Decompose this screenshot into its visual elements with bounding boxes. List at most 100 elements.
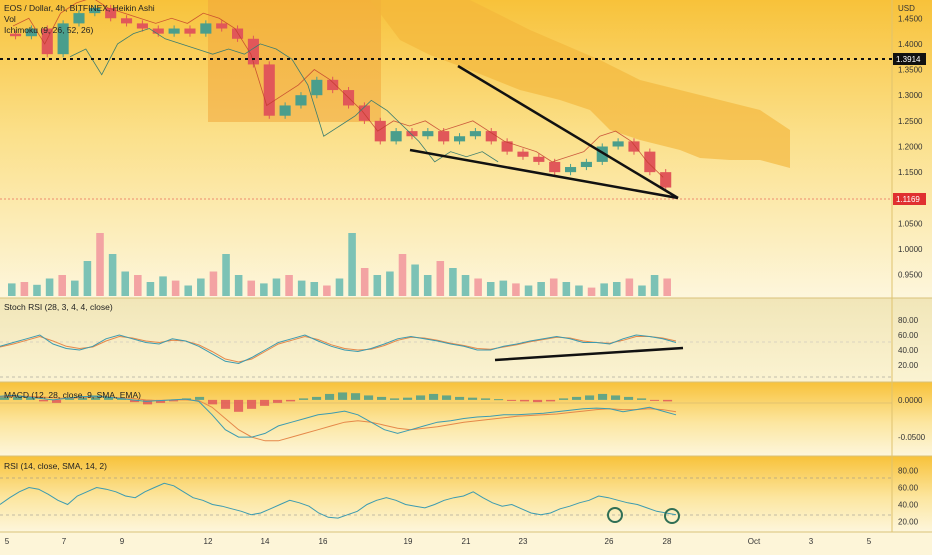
volume-bar xyxy=(159,276,167,296)
volume-bar xyxy=(449,268,457,296)
date-tick-label: 16 xyxy=(319,537,328,546)
stoch-tick-label: 20.00 xyxy=(898,361,919,370)
volume-bar xyxy=(436,261,445,296)
rsi-tick-label: 40.00 xyxy=(898,501,919,510)
candle-body xyxy=(390,131,402,142)
candle-body xyxy=(105,8,117,19)
candle-body xyxy=(580,161,592,168)
candle-body xyxy=(168,28,180,34)
candle-body xyxy=(612,141,624,147)
volume-bar xyxy=(134,275,142,296)
price-tick-label: 1.3500 xyxy=(898,66,923,75)
stoch-tick-label: 40.00 xyxy=(898,346,919,355)
macd-histogram-bar xyxy=(364,395,374,400)
candle-body xyxy=(247,38,259,65)
ichimoku-base-line xyxy=(12,0,664,178)
candle-body xyxy=(406,131,418,137)
price-tick-label: 1.3000 xyxy=(898,91,923,100)
volume-bar xyxy=(121,271,129,296)
macd-series xyxy=(0,392,677,442)
stoch-trendline[interactable] xyxy=(494,346,684,362)
volume-bar xyxy=(20,282,29,296)
volume-bar xyxy=(612,282,621,296)
rsi-tick-label: 60.00 xyxy=(898,484,919,493)
candle-body xyxy=(358,105,370,121)
volume-bar xyxy=(285,275,293,296)
volume-bar xyxy=(171,280,180,296)
volume-bar xyxy=(146,282,155,296)
macd-line xyxy=(0,394,677,438)
macd-histogram-bar xyxy=(156,399,166,403)
macd-histogram-bar xyxy=(377,396,387,400)
date-tick-label: 19 xyxy=(404,537,413,546)
price-series xyxy=(10,0,672,191)
macd-histogram-bar xyxy=(260,399,270,406)
macd-histogram-bar xyxy=(273,399,283,403)
candle-body xyxy=(25,28,37,37)
price-tick-label: 1.2500 xyxy=(898,117,923,126)
volume-bar xyxy=(260,283,268,296)
date-tick-label: 21 xyxy=(462,537,471,546)
macd-histogram-bar xyxy=(429,393,439,400)
macd-histogram-bar xyxy=(234,399,244,412)
candle-body xyxy=(10,33,22,37)
volume-bar xyxy=(234,275,243,296)
wedge-lower-line[interactable] xyxy=(409,148,679,200)
macd-histogram-bar xyxy=(416,395,426,400)
candle-body xyxy=(216,23,228,29)
candle-body xyxy=(89,8,101,14)
macd-histogram-bar xyxy=(195,396,205,400)
candle-body xyxy=(295,95,307,106)
macd-histogram-bar xyxy=(39,399,49,402)
macd-label: MACD (12, 28, close, 9, SMA, EMA) xyxy=(4,390,141,400)
macd-tick-label: 0.0000 xyxy=(898,396,923,405)
volume-bar xyxy=(386,271,394,296)
macd-histogram-bar xyxy=(546,399,556,402)
macd-histogram-bar xyxy=(520,399,530,402)
volume-bar xyxy=(71,280,79,296)
candle-body xyxy=(327,79,339,91)
volume-series xyxy=(8,233,671,296)
wedge-upper-line[interactable] xyxy=(457,64,679,200)
volume-bar xyxy=(537,282,545,296)
candle-body xyxy=(184,28,196,34)
volume-bar xyxy=(108,254,117,296)
date-axis-ticks: 5 7 9 12 14 16 19 21 23 26 28 Oct 3 5 xyxy=(5,537,872,546)
stoch-label: Stoch RSI (28, 3, 4, 4, close) xyxy=(4,302,113,312)
volume-bar xyxy=(348,233,356,296)
stoch-pane-bg xyxy=(0,298,932,382)
volume-bar xyxy=(360,268,369,296)
volume-bar xyxy=(58,275,66,296)
candle-body xyxy=(628,141,640,152)
currency-label: USD xyxy=(898,4,915,13)
ichimoku-lagging-line xyxy=(69,28,499,163)
volume-bar xyxy=(222,254,230,296)
macd-histogram-bar xyxy=(468,397,478,400)
price-tick-label: 0.9500 xyxy=(898,271,923,280)
macd-axis-ticks: 0.0000 -0.0500 xyxy=(898,396,926,442)
candle-body xyxy=(279,105,291,116)
candle-body xyxy=(41,28,53,55)
macd-histogram-bar xyxy=(104,396,114,400)
volume-bar xyxy=(310,282,319,296)
macd-histogram-bar xyxy=(208,399,218,405)
macd-histogram-bar xyxy=(286,399,296,402)
macd-histogram-bar xyxy=(442,395,452,400)
rsi-tick-label: 80.00 xyxy=(898,467,919,476)
macd-histogram-bar xyxy=(650,399,660,401)
price-tick-label: 1.0500 xyxy=(898,219,923,228)
rsi-marker-circle[interactable] xyxy=(607,507,623,523)
macd-histogram-bar xyxy=(52,399,62,403)
macd-histogram-bar xyxy=(26,397,36,400)
macd-histogram-bar xyxy=(390,398,400,400)
volume-bar xyxy=(549,278,558,296)
candle-body xyxy=(232,28,244,39)
macd-histogram-bar xyxy=(637,398,647,400)
time-axis-bg xyxy=(0,532,932,550)
price-tick-label: 1.4000 xyxy=(898,40,923,49)
candle-body xyxy=(660,172,672,188)
volume-bar xyxy=(33,284,41,296)
rsi-marker-circle[interactable] xyxy=(664,508,680,524)
